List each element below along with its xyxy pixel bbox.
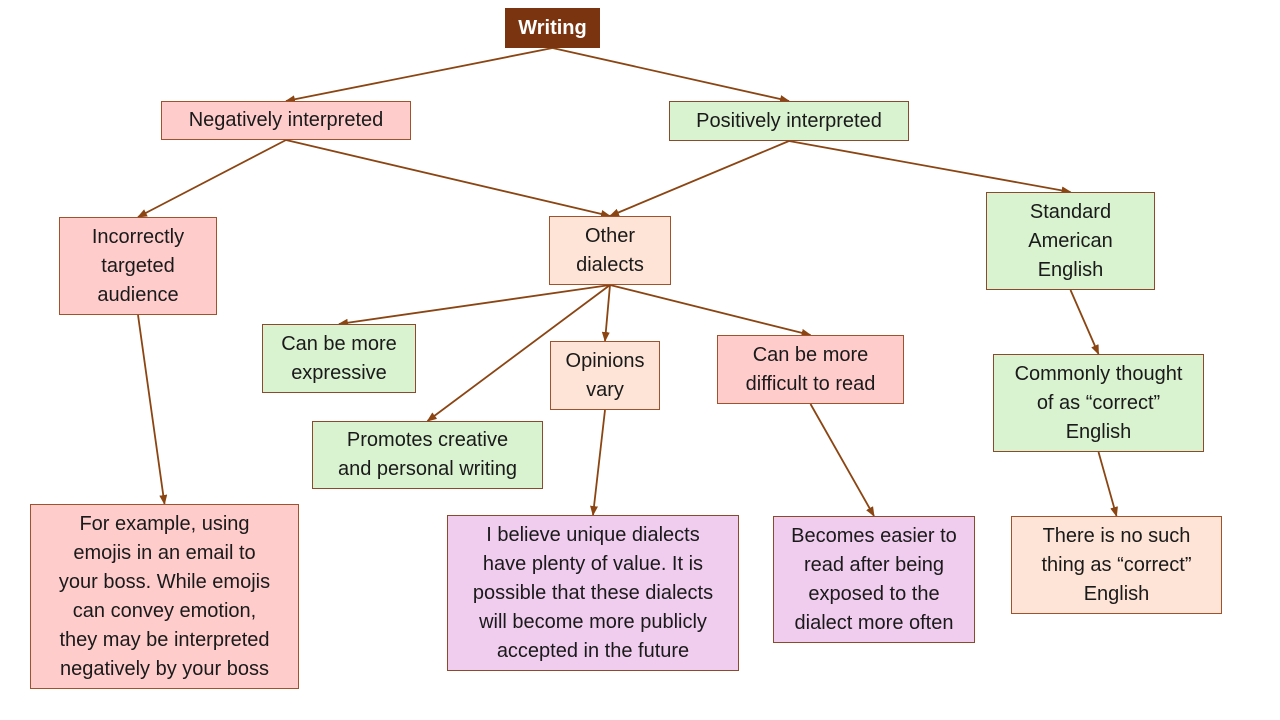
edge-opinions_vary-to-unique_dialects <box>590 409 606 516</box>
edge-difficult_to_read-to-becomes_easier <box>809 403 875 517</box>
commonly-thought-correct-node: Commonly thought of as “correct” English <box>993 354 1204 452</box>
edge-other_dialects-to-more_expressive <box>338 284 611 327</box>
emoji-example-node: For example, using emojis in an email to… <box>30 504 299 689</box>
opinions-vary-node: Opinions vary <box>550 341 660 410</box>
other-dialects-node: Other dialects <box>549 216 671 285</box>
edge-other_dialects-to-difficult_to_read <box>609 284 812 337</box>
promotes-creative-writing-node: Promotes creative and personal writing <box>312 421 543 489</box>
unique-dialects-opinion-node: I believe unique dialects have plenty of… <box>447 515 739 671</box>
becomes-easier-node: Becomes easier to read after being expos… <box>773 516 975 643</box>
edge-negatively_interpreted-to-other_dialects <box>285 139 611 218</box>
more-difficult-to-read-node: Can be more difficult to read <box>717 335 904 404</box>
edge-incorrectly_targeted-to-example_emojis <box>137 314 168 505</box>
edge-writing-to-positively_interpreted <box>552 47 790 103</box>
edge-negatively_interpreted-to-incorrectly_targeted <box>137 139 287 218</box>
edge-standard_american-to-commonly_thought <box>1069 289 1100 355</box>
edge-other_dialects-to-opinions_vary <box>601 284 611 342</box>
edge-positively_interpreted-to-other_dialects <box>609 140 790 217</box>
edge-positively_interpreted-to-standard_american <box>788 140 1072 195</box>
edge-other_dialects-to-promotes_creative <box>426 284 611 422</box>
edge-commonly_thought-to-no_correct <box>1097 451 1118 517</box>
more-expressive-node: Can be more expressive <box>262 324 416 393</box>
edge-writing-to-negatively_interpreted <box>285 47 553 104</box>
writing-node: Writing <box>505 8 600 48</box>
standard-american-english-node: Standard American English <box>986 192 1155 290</box>
positively-interpreted-node: Positively interpreted <box>669 101 909 141</box>
no-correct-english-node: There is no such thing as “correct” Engl… <box>1011 516 1222 614</box>
incorrectly-targeted-audience-node: Incorrectly targeted audience <box>59 217 217 315</box>
negatively-interpreted-node: Negatively interpreted <box>161 101 411 140</box>
